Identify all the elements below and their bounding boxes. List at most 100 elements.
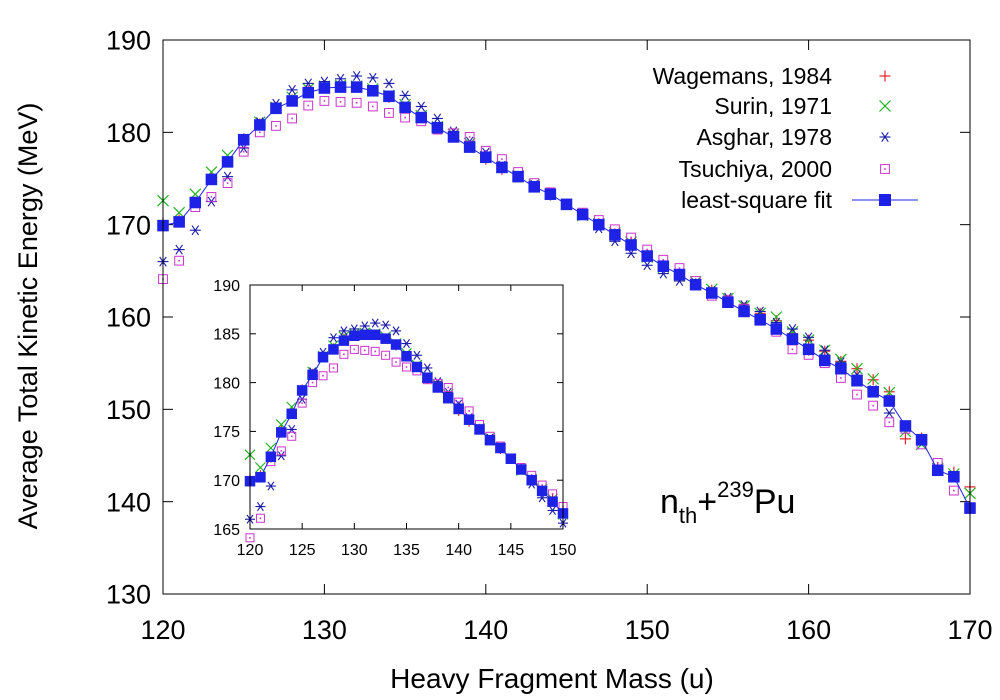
data-point	[883, 408, 895, 419]
data-point	[884, 417, 895, 428]
data-point	[334, 81, 347, 93]
data-point	[915, 434, 928, 446]
data-point	[399, 90, 411, 101]
y-axis-label: Average Total Kinetic Energy (MeV)	[13, 103, 43, 530]
data-point	[463, 414, 475, 425]
data-point	[835, 373, 846, 383]
x-tick-label: 140	[463, 615, 508, 645]
data-point	[350, 81, 363, 93]
y-tick-label: 165	[213, 522, 240, 539]
data-point	[303, 100, 314, 111]
data-point	[401, 350, 412, 362]
data-point	[431, 113, 443, 124]
data-point	[931, 464, 944, 477]
data-point	[390, 339, 402, 350]
data-point	[265, 442, 277, 454]
data-point	[380, 333, 391, 344]
x-tick-label: 120	[237, 542, 264, 559]
data-point	[803, 332, 815, 343]
x-tick-label: 130	[302, 615, 347, 645]
data-point	[349, 330, 360, 342]
y-tick-label: 180	[106, 118, 151, 148]
data-point	[948, 485, 959, 496]
x-tick-label: 170	[947, 615, 992, 645]
data-point	[338, 335, 350, 346]
data-point	[802, 343, 815, 356]
data-point	[689, 278, 702, 291]
x-tick-label: 145	[497, 542, 524, 559]
legend-marker	[879, 194, 891, 206]
data-point	[271, 120, 281, 131]
data-point	[189, 225, 201, 236]
data-point	[255, 513, 265, 523]
data-point	[339, 349, 349, 359]
data-point	[359, 329, 371, 341]
legend-label: Asghar, 1978	[696, 124, 832, 150]
data-point	[221, 156, 234, 168]
y-tick-label: 180	[213, 375, 240, 392]
annotation-superscript: 239	[717, 477, 754, 502]
data-point	[432, 382, 444, 393]
data-point	[222, 171, 234, 182]
y-tick-label: 150	[106, 395, 151, 425]
y-tick-label: 140	[106, 487, 151, 517]
legend-item: Wagemans, 1984	[653, 63, 891, 89]
data-point	[400, 112, 411, 123]
x-tick-label: 150	[625, 615, 670, 645]
data-point	[302, 86, 315, 99]
legend-label: Tsuchiya, 2000	[679, 156, 832, 182]
data-point	[443, 382, 453, 392]
data-point	[722, 296, 734, 309]
legend: Wagemans, 1984 Surin, 1971 Asghar, 1978 Tsu…	[653, 63, 918, 213]
data-point	[189, 196, 202, 209]
x-tick-label: 135	[393, 542, 420, 559]
data-point	[287, 113, 298, 124]
data-point	[369, 329, 381, 341]
data-point	[317, 351, 329, 363]
data-point	[868, 400, 879, 411]
data-point	[657, 260, 670, 272]
data-point	[307, 369, 318, 381]
data-point	[402, 362, 411, 372]
x-tick-label: 130	[341, 542, 368, 559]
data-point	[609, 229, 621, 241]
data-point	[528, 181, 540, 193]
data-point	[547, 496, 558, 507]
data-point	[787, 344, 798, 355]
data-point	[770, 323, 783, 335]
data-point	[380, 320, 391, 330]
data-point	[484, 434, 496, 446]
reaction-annotation: nth+239Pu	[660, 477, 795, 528]
data-point	[496, 161, 508, 174]
data-point	[328, 363, 338, 373]
data-point	[852, 389, 862, 400]
data-point	[411, 361, 423, 373]
data-point	[254, 119, 266, 131]
data-point	[302, 78, 314, 89]
data-point	[948, 470, 960, 483]
data-point	[453, 403, 464, 415]
data-point	[276, 446, 286, 456]
data-point	[276, 451, 287, 461]
data-point	[338, 326, 349, 336]
main-plot: 120 130 140 150 160 170 130 140 150 160 170 180 190	[106, 26, 993, 645]
data-point	[384, 108, 394, 118]
data-point	[422, 363, 433, 373]
series-square-filled	[244, 329, 569, 519]
data-point	[318, 371, 328, 381]
data-point	[835, 362, 847, 375]
legend-marker	[879, 70, 891, 82]
data-point	[867, 374, 879, 386]
data-point	[367, 85, 379, 97]
data-point	[276, 427, 287, 438]
data-point	[738, 305, 750, 318]
data-point	[297, 398, 307, 408]
data-point	[442, 392, 454, 404]
data-point	[431, 121, 444, 134]
legend-item: Asghar, 1978	[696, 124, 891, 150]
y-tick-label: 190	[106, 26, 151, 56]
x-tick-label: 120	[140, 615, 185, 645]
data-point	[480, 151, 492, 164]
data-point	[447, 131, 460, 143]
plot-frame	[162, 39, 971, 595]
